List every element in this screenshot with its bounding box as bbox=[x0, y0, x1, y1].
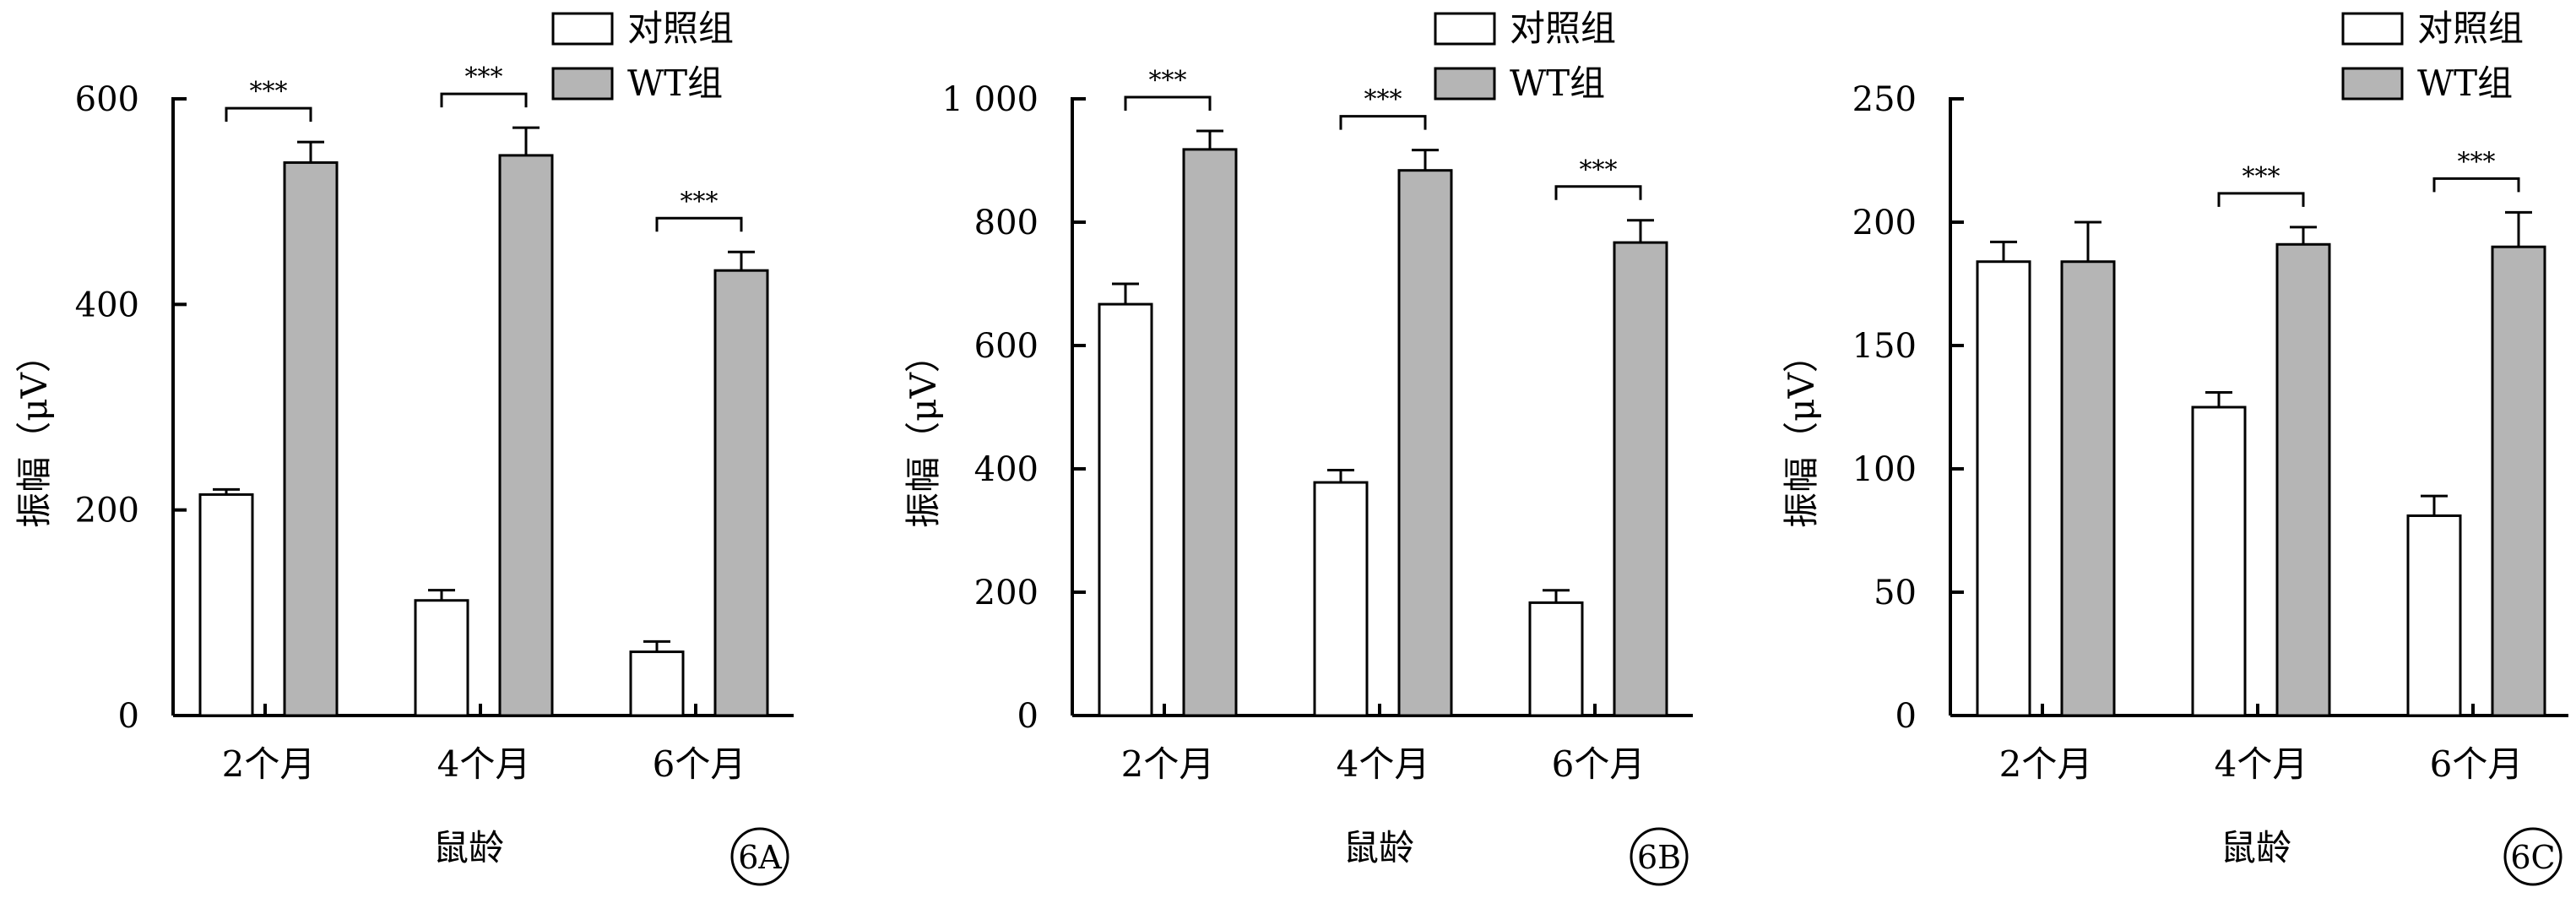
bar-wt-2 bbox=[1397, 169, 1453, 717]
legend-swatch-control bbox=[551, 12, 614, 46]
bar-wt-1 bbox=[1182, 148, 1238, 717]
legend-label-control: 对照组 bbox=[627, 8, 734, 49]
panel-tag-label: 6A bbox=[738, 839, 782, 876]
y-tick-label: 600 bbox=[75, 80, 139, 119]
bar-wt-2 bbox=[498, 154, 554, 717]
panel-tag-label: 6C bbox=[2510, 839, 2555, 876]
significance-label: *** bbox=[465, 63, 503, 92]
y-tick-label: 0 bbox=[118, 697, 139, 736]
bar-control-3 bbox=[1528, 601, 1584, 717]
legend-label-control: 对照组 bbox=[1510, 8, 1616, 49]
y-axis-title: 振幅（μV） bbox=[903, 337, 944, 528]
legend-label-control: 对照组 bbox=[2417, 8, 2524, 49]
legend-label-wt: WT组 bbox=[627, 63, 723, 104]
significance-bracket bbox=[225, 106, 312, 122]
significance-bracket bbox=[1339, 115, 1427, 130]
y-tick-label: 0 bbox=[1895, 697, 1917, 736]
y-tick-label: 600 bbox=[974, 327, 1039, 366]
y-axis-title: 振幅（μV） bbox=[1781, 337, 1822, 528]
bar-wt-3 bbox=[2491, 245, 2546, 717]
significance-label: *** bbox=[681, 187, 719, 216]
y-tick-label: 50 bbox=[1874, 574, 1917, 612]
significance-label: *** bbox=[250, 77, 288, 106]
panel-6c: 0 50 100 150 200 250 振幅（μV） 2个月 4个月 6个月 *** *** 对照组 W… bbox=[1781, 8, 2568, 886]
significance-bracket bbox=[1554, 185, 1642, 200]
x-tick-label: 4个月 bbox=[2215, 743, 2308, 785]
x-axis-title: 鼠龄 bbox=[2221, 827, 2291, 868]
y-tick-label: 200 bbox=[974, 574, 1039, 612]
bar-control-3 bbox=[629, 650, 685, 717]
x-tick-label: 6个月 bbox=[1552, 743, 1646, 785]
significance-bracket bbox=[1124, 95, 1212, 111]
bar-wt-3 bbox=[1613, 241, 1668, 717]
bar-control-1 bbox=[198, 493, 254, 717]
bar-control-2 bbox=[414, 599, 469, 717]
y-axis-title: 振幅（μV） bbox=[14, 337, 55, 528]
x-axis-title: 鼠龄 bbox=[1343, 827, 1414, 868]
x-tick-label: 2个月 bbox=[1121, 743, 1215, 785]
panel-tag-circle bbox=[730, 827, 789, 886]
y-tick-label: 100 bbox=[1852, 450, 1917, 489]
legend-swatch-control bbox=[2341, 12, 2404, 46]
x-tick-label: 2个月 bbox=[222, 743, 316, 785]
bar-control-1 bbox=[1098, 302, 1153, 717]
x-tick-label: 6个月 bbox=[653, 743, 746, 785]
significance-label: *** bbox=[2242, 162, 2280, 192]
significance-bracket bbox=[2432, 177, 2520, 193]
significance-label: *** bbox=[1149, 66, 1187, 95]
bar-wt-1 bbox=[2060, 260, 2116, 717]
significance-label: *** bbox=[2458, 147, 2496, 177]
bar-wt-3 bbox=[713, 269, 769, 717]
bar-wt-2 bbox=[2275, 242, 2331, 717]
legend-swatch-wt bbox=[1434, 67, 1496, 101]
significance-bracket bbox=[440, 92, 528, 108]
y-tick-label: 800 bbox=[974, 204, 1039, 242]
legend-label-wt: WT组 bbox=[1510, 63, 1605, 104]
legend-swatch-control bbox=[1434, 12, 1496, 46]
bar-control-3 bbox=[2406, 514, 2462, 717]
legend-swatch-wt bbox=[551, 67, 614, 101]
x-tick-label: 4个月 bbox=[437, 743, 531, 785]
y-tick-label: 200 bbox=[1852, 204, 1917, 242]
y-tick-label: 0 bbox=[1017, 697, 1039, 736]
significance-bracket bbox=[655, 216, 743, 232]
x-tick-label: 2个月 bbox=[1999, 743, 2093, 785]
y-tick-label: 250 bbox=[1852, 80, 1917, 119]
y-tick-label: 150 bbox=[1852, 327, 1917, 366]
panel-6a: 0 200 400 600 振幅（μV） 2个月 4个月 6个月 *** *** *** 对照组 WT组… bbox=[14, 8, 794, 886]
x-tick-label: 4个月 bbox=[1337, 743, 1430, 785]
bar-control-1 bbox=[1976, 260, 2031, 717]
bar-control-2 bbox=[2191, 405, 2247, 717]
panel-6b: 0 200 400 600 800 1 000 振幅（μV） 2个月 4个月 6个月 *** *** *… bbox=[903, 8, 1693, 886]
x-axis-title: 鼠龄 bbox=[433, 827, 504, 868]
legend-label-wt: WT组 bbox=[2417, 63, 2513, 104]
bar-wt-1 bbox=[283, 161, 339, 717]
x-tick-label: 6个月 bbox=[2430, 743, 2524, 785]
panel-tag-circle bbox=[1630, 827, 1689, 886]
y-tick-label: 1 000 bbox=[941, 80, 1039, 119]
significance-bracket bbox=[2217, 192, 2305, 207]
legend-swatch-wt bbox=[2341, 67, 2404, 101]
significance-label: *** bbox=[1580, 155, 1618, 185]
panel-tag-label: 6B bbox=[1637, 839, 1681, 876]
y-tick-label: 200 bbox=[75, 492, 139, 531]
significance-label: *** bbox=[1364, 85, 1402, 115]
y-tick-label: 400 bbox=[75, 286, 139, 324]
panel-tag-circle bbox=[2503, 827, 2562, 886]
y-tick-label: 400 bbox=[974, 450, 1039, 489]
bar-control-2 bbox=[1313, 481, 1369, 717]
